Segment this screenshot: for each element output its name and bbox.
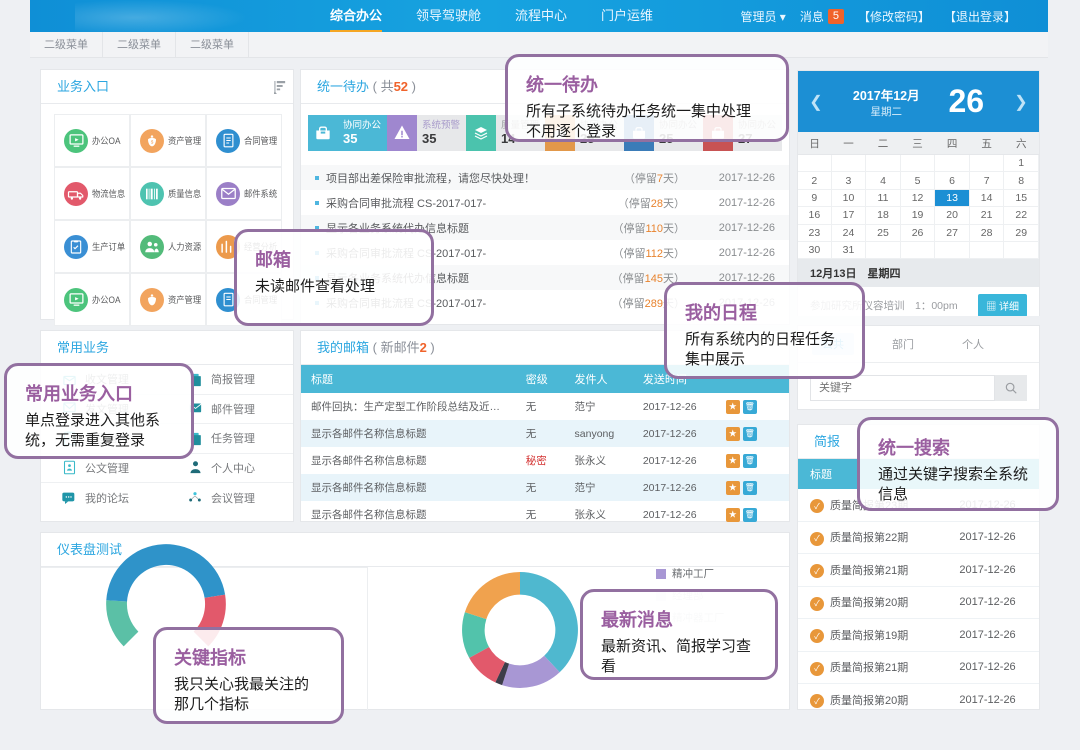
svg-text:$: $ <box>151 139 154 144</box>
